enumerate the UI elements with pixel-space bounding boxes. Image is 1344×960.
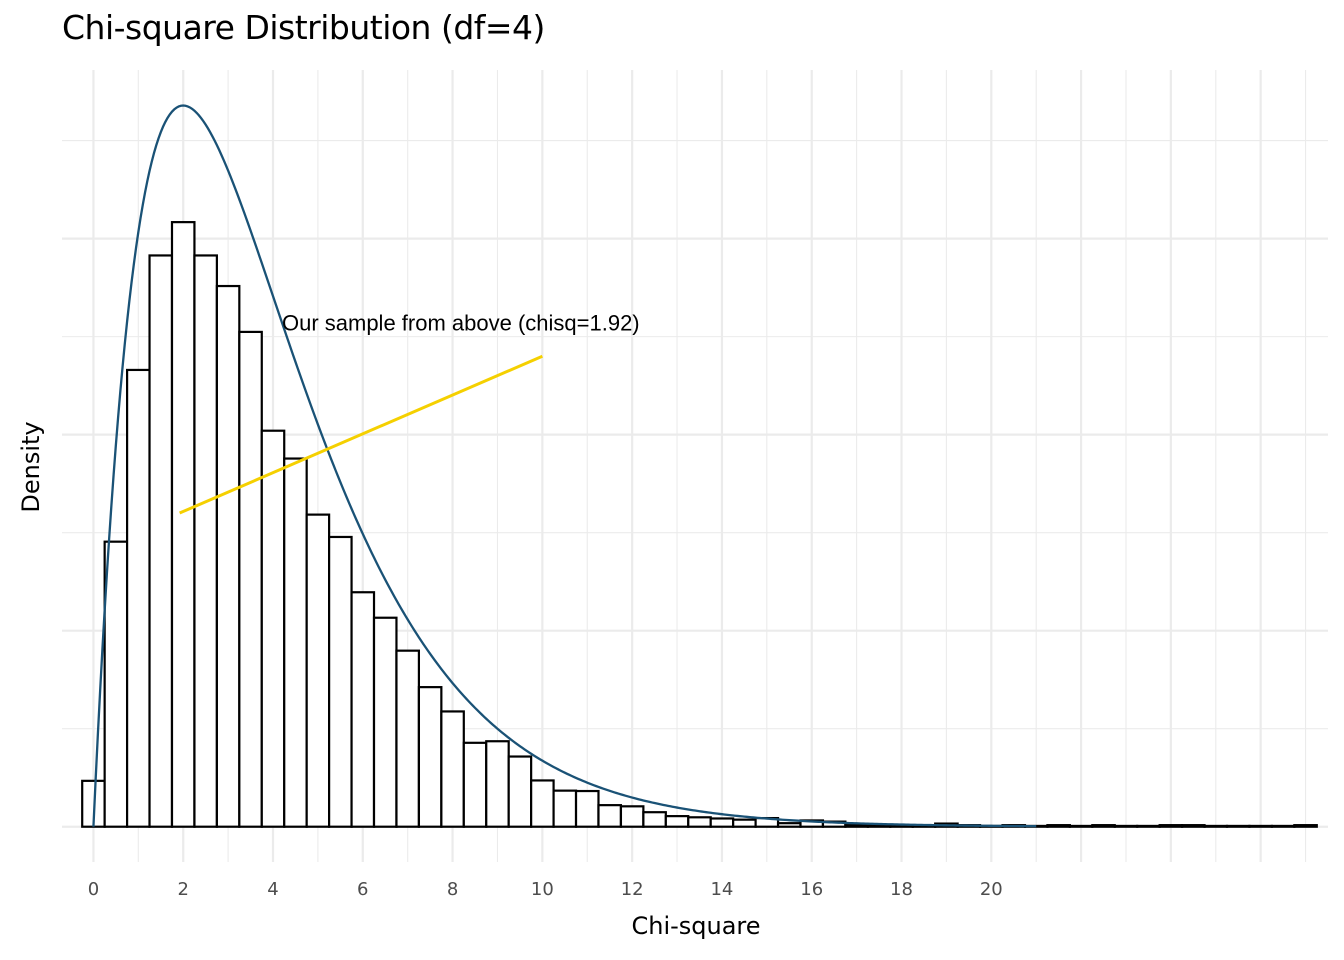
x-tick-label: 12 bbox=[621, 879, 644, 900]
histogram-bar bbox=[170, 221, 196, 828]
x-tick-label: 0 bbox=[88, 879, 99, 900]
histogram-bar bbox=[507, 755, 533, 828]
x-tick-label: 18 bbox=[890, 879, 913, 900]
x-tick-label: 8 bbox=[447, 879, 458, 900]
histogram-bar bbox=[1136, 824, 1161, 828]
histogram-bar bbox=[215, 284, 241, 828]
annotation-text: Our sample from above (chisq=1.92) bbox=[282, 311, 640, 336]
grid-lines bbox=[62, 70, 1328, 862]
histogram-bar bbox=[395, 649, 421, 828]
annotation-segment bbox=[179, 354, 543, 515]
density-curve bbox=[92, 104, 1037, 828]
histogram-bar bbox=[574, 789, 600, 828]
histogram-bar bbox=[372, 616, 398, 828]
x-tick-label: 6 bbox=[357, 879, 368, 900]
histogram-bar bbox=[530, 779, 555, 828]
histogram-bar bbox=[283, 457, 308, 828]
chart-title: Chi-square Distribution (df=4) bbox=[62, 8, 545, 47]
histogram-bar bbox=[193, 254, 218, 828]
x-tick-label: 20 bbox=[980, 879, 1003, 900]
x-tick-label: 14 bbox=[710, 879, 733, 900]
histogram-bar bbox=[664, 815, 690, 828]
histogram-bar bbox=[1068, 824, 1094, 828]
histogram-bar bbox=[1270, 824, 1296, 828]
histogram-bar bbox=[328, 535, 353, 828]
x-tick-label: 4 bbox=[267, 879, 278, 900]
histogram-bars bbox=[81, 221, 1318, 828]
histogram-bar bbox=[552, 789, 578, 828]
histogram-bar bbox=[1180, 824, 1206, 828]
x-axis-title: Chi-square bbox=[631, 912, 760, 940]
histogram-bar bbox=[305, 513, 331, 828]
histogram-bar bbox=[260, 429, 286, 828]
histogram-bar bbox=[440, 710, 465, 828]
histogram-bar bbox=[732, 818, 757, 828]
x-tick-label: 16 bbox=[800, 879, 823, 900]
histogram-bar bbox=[687, 816, 712, 828]
histogram-bar bbox=[1113, 824, 1139, 828]
histogram-bar bbox=[1225, 824, 1251, 828]
x-tick-label: 2 bbox=[177, 879, 188, 900]
histogram-bar bbox=[776, 822, 802, 828]
annotation-layer: Our sample from above (chisq=1.92) bbox=[179, 311, 640, 515]
histogram-bar bbox=[1248, 824, 1273, 828]
histogram-bar bbox=[1158, 824, 1184, 828]
histogram-bar bbox=[125, 368, 151, 828]
histogram-bar bbox=[238, 330, 263, 828]
histogram-bar bbox=[103, 540, 129, 828]
histogram-bar bbox=[462, 741, 488, 828]
histogram-bar bbox=[1203, 824, 1229, 828]
histogram-bar bbox=[709, 817, 735, 828]
histogram-bar bbox=[619, 805, 645, 828]
density-curve-layer bbox=[92, 104, 1037, 828]
histogram-bar bbox=[1046, 824, 1071, 828]
histogram-bar bbox=[350, 591, 376, 828]
x-tick-label: 10 bbox=[531, 879, 554, 900]
histogram-bar bbox=[642, 811, 667, 828]
histogram-bar bbox=[148, 254, 174, 828]
y-axis-title: Density bbox=[17, 421, 45, 512]
histogram-bar bbox=[417, 686, 443, 828]
histogram-bar bbox=[597, 804, 623, 828]
histogram-bar bbox=[1293, 824, 1318, 828]
histogram-bar bbox=[485, 740, 510, 828]
histogram-bar bbox=[1091, 824, 1116, 828]
histogram-bar bbox=[844, 824, 869, 828]
x-axis-ticks: 0 2 4 6 8 10 12 14 16 18 20 bbox=[88, 879, 1003, 900]
histogram-bar bbox=[866, 824, 892, 828]
